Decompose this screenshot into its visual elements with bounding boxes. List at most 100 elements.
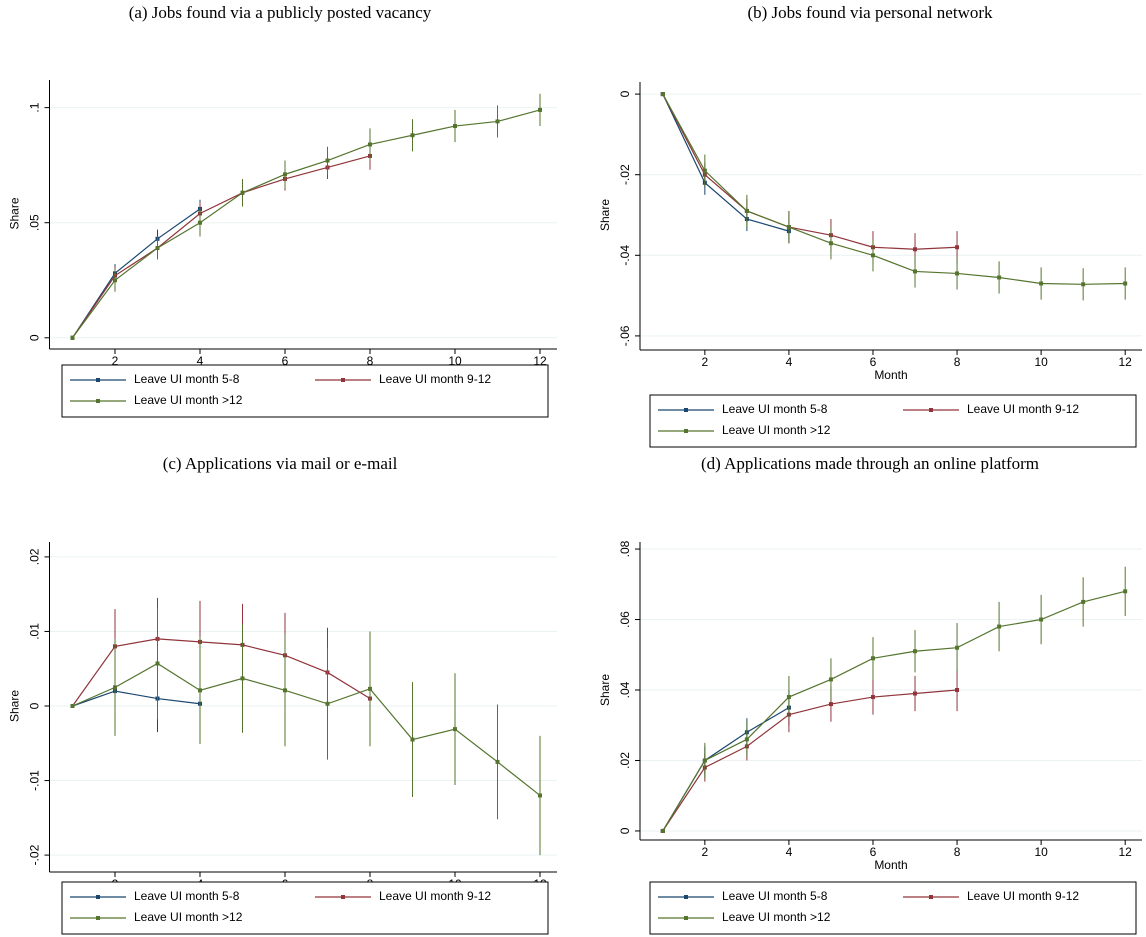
point	[913, 247, 918, 252]
point	[702, 758, 707, 763]
point	[453, 727, 457, 732]
x-tick-label: 10	[1034, 355, 1048, 369]
series-line	[72, 155, 371, 339]
x-tick-label: 8	[367, 354, 374, 368]
x-tick-label: 2	[702, 355, 709, 369]
y-tick-label: .05	[28, 214, 42, 231]
legend-label: Leave UI month 9-12	[967, 889, 1079, 903]
point	[744, 737, 749, 742]
x-tick-label: 12	[1119, 355, 1133, 369]
panel-title: (a) Jobs found via a publicly posted vac…	[129, 3, 432, 22]
legend-label: Leave UI month 9-12	[379, 372, 491, 386]
point	[955, 245, 960, 250]
y-tick-label: 0	[618, 827, 632, 834]
point	[870, 695, 875, 700]
point	[660, 92, 665, 97]
point	[828, 702, 833, 707]
legend-marker	[96, 895, 100, 899]
x-tick-label: 2	[702, 845, 709, 859]
point	[828, 241, 833, 246]
legend-marker	[929, 895, 933, 899]
y-tick-label: 0	[618, 90, 632, 97]
point	[955, 271, 960, 276]
series-line	[662, 707, 790, 832]
point	[1039, 617, 1044, 622]
legend-label: Leave UI month >12	[134, 910, 243, 924]
point	[660, 828, 665, 833]
legend-marker	[684, 408, 688, 412]
x-axis-title: Month	[874, 858, 907, 872]
legend-label: Leave UI month >12	[722, 423, 831, 437]
panel-title: (c) Applications via mail or e-mail	[163, 454, 398, 473]
point	[786, 695, 791, 700]
x-tick-label: 8	[954, 845, 961, 859]
y-tick-label: -.01	[28, 770, 42, 791]
point	[410, 133, 415, 138]
panel-title: (b) Jobs found via personal network	[747, 3, 993, 22]
y-tick-label: 0	[28, 334, 42, 341]
legend-marker	[341, 895, 345, 899]
legend-label: Leave UI month 5-8	[722, 402, 828, 416]
y-tick-label: .1	[28, 102, 42, 112]
x-tick-label: 2	[112, 354, 119, 368]
series-line	[72, 109, 541, 339]
y-axis-title: Share	[8, 690, 22, 722]
point	[325, 158, 330, 163]
y-tick-label: .01	[28, 623, 42, 640]
legend-marker	[929, 408, 933, 412]
point	[913, 691, 918, 696]
y-tick-label: .02	[618, 752, 632, 769]
y-tick-label: 0	[28, 702, 42, 709]
legend-box	[649, 881, 1137, 935]
series-line	[71, 208, 201, 339]
point	[240, 676, 245, 681]
y-tick-label: .06	[618, 611, 632, 628]
point	[744, 208, 749, 213]
series-line	[662, 590, 1126, 832]
legend-marker	[684, 895, 688, 899]
point	[538, 793, 542, 798]
point	[368, 142, 372, 147]
point	[1081, 282, 1086, 287]
point	[702, 168, 707, 173]
point	[155, 661, 160, 666]
point	[786, 225, 791, 230]
point	[538, 107, 542, 112]
point	[913, 649, 918, 654]
point	[1081, 599, 1086, 604]
series-line	[662, 689, 958, 832]
point	[495, 119, 500, 124]
point	[325, 701, 330, 706]
legend-box	[61, 364, 549, 418]
point	[198, 688, 202, 693]
x-tick-label: 4	[786, 845, 793, 859]
legend-marker	[96, 916, 100, 920]
legend-label: Leave UI month 5-8	[134, 372, 240, 386]
legend-marker	[684, 429, 688, 433]
point	[283, 688, 287, 693]
point	[870, 656, 875, 661]
series-line	[662, 93, 958, 250]
x-tick-label: 10	[1034, 845, 1048, 859]
legend-marker	[96, 378, 100, 382]
point	[1123, 589, 1128, 594]
series-line	[72, 690, 201, 707]
series-line	[72, 638, 371, 707]
point	[240, 190, 245, 195]
x-tick-label: 12	[1119, 845, 1133, 859]
point	[997, 275, 1002, 280]
y-tick-label: -.02	[618, 164, 632, 185]
legend-marker	[684, 916, 688, 920]
legend-label: Leave UI month 5-8	[134, 889, 240, 903]
x-tick-label: 6	[282, 354, 289, 368]
y-tick-label: .08	[618, 540, 632, 557]
legend-label: Leave UI month >12	[134, 393, 243, 407]
x-tick-label: 8	[954, 355, 961, 369]
legend-marker	[341, 378, 345, 382]
panel-title: (d) Applications made through an online …	[701, 454, 1039, 473]
point	[453, 124, 457, 129]
legend-marker	[96, 399, 100, 403]
x-tick-label: 4	[786, 355, 793, 369]
point	[828, 677, 833, 682]
